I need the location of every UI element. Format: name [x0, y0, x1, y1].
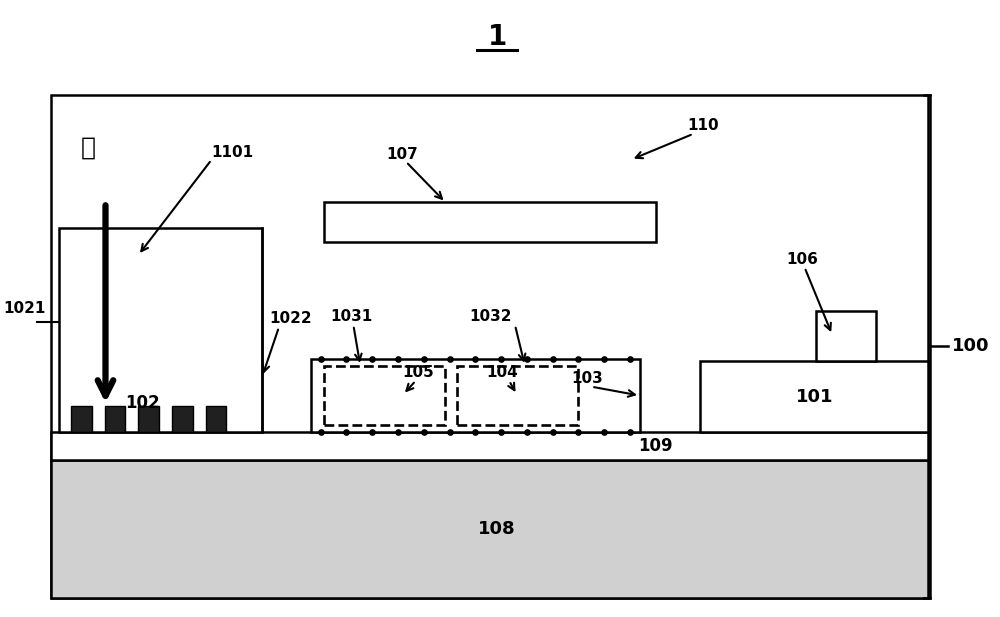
Text: 104: 104 — [486, 365, 518, 380]
Text: 1031: 1031 — [331, 310, 373, 325]
Text: 103: 103 — [571, 371, 603, 386]
Text: 101: 101 — [796, 387, 833, 405]
Text: 光: 光 — [81, 136, 96, 160]
Bar — [700, 361, 928, 433]
Text: 107: 107 — [386, 147, 418, 162]
Text: 1022: 1022 — [269, 312, 312, 326]
Text: 1101: 1101 — [212, 145, 254, 160]
Text: 109: 109 — [638, 437, 673, 455]
Text: 110: 110 — [688, 118, 719, 133]
Bar — [324, 202, 656, 242]
Text: 1021: 1021 — [3, 302, 46, 317]
Bar — [59, 228, 262, 433]
Text: 100: 100 — [952, 337, 990, 355]
Bar — [138, 405, 159, 433]
Text: 102: 102 — [125, 394, 159, 412]
Bar — [51, 460, 928, 598]
Bar — [324, 366, 445, 426]
Text: 105: 105 — [402, 365, 434, 380]
Bar — [172, 405, 193, 433]
Bar — [457, 366, 578, 426]
Bar — [71, 405, 92, 433]
Bar — [206, 405, 226, 433]
Text: 1032: 1032 — [469, 310, 512, 325]
Text: 1: 1 — [488, 23, 507, 51]
Bar — [51, 433, 928, 460]
Bar — [311, 358, 640, 433]
Text: 106: 106 — [787, 252, 819, 267]
Bar — [816, 311, 876, 361]
Text: 108: 108 — [478, 520, 516, 538]
Bar — [105, 405, 125, 433]
Bar — [51, 95, 928, 598]
